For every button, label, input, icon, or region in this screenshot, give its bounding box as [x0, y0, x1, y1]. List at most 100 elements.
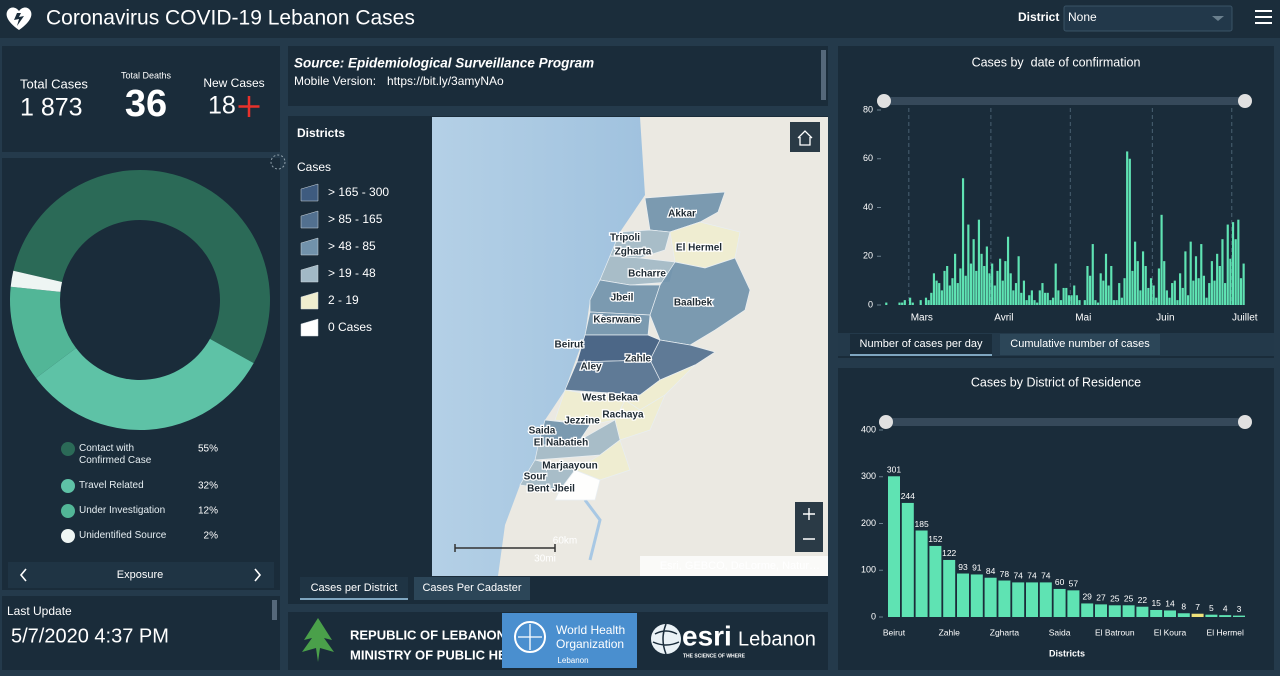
bar — [1081, 603, 1094, 617]
tab-active[interactable] — [300, 577, 408, 600]
prev-button[interactable] — [19, 568, 27, 582]
bar — [946, 266, 949, 305]
mobile-link[interactable]: https://bit.ly/3amyNAo — [387, 74, 504, 88]
increase-icon — [238, 96, 260, 117]
moph-line: MINISTRY OF PUBLIC HEALTH — [350, 647, 540, 662]
legend-label: Contact with Confirmed Case — [79, 443, 152, 466]
app-title: Coronavirus COVID-19 Lebanon Cases — [46, 7, 415, 30]
legend-swatch — [300, 237, 319, 256]
scale-bar — [454, 544, 556, 552]
bar — [1176, 300, 1179, 305]
legend-label: 0 Cases — [328, 320, 372, 334]
y-tick-label: 0 — [871, 611, 876, 621]
home-icon — [797, 130, 813, 146]
bar — [901, 302, 904, 305]
value-label: 15 — [1151, 598, 1161, 608]
bar — [911, 302, 914, 305]
district-label: Beirut — [555, 340, 585, 351]
bar — [1233, 615, 1245, 617]
bar — [983, 266, 986, 305]
district-label: Zgharta — [615, 247, 652, 258]
district-label: Bent Jbeil — [527, 484, 575, 495]
bar — [1104, 253, 1108, 305]
bar — [1122, 605, 1135, 617]
next-button[interactable] — [254, 568, 262, 582]
bar — [1067, 590, 1080, 617]
x-tick-label: Juillet — [1232, 313, 1258, 324]
bar — [959, 268, 962, 305]
value-label: 22 — [1138, 595, 1148, 605]
bar — [1218, 266, 1221, 305]
district-label: Baalbek — [674, 298, 713, 309]
slider-handle[interactable] — [877, 94, 891, 108]
slider-handle[interactable] — [879, 415, 893, 429]
bar — [1070, 295, 1073, 305]
bar — [1177, 613, 1190, 617]
bar — [888, 476, 900, 617]
slider-handle[interactable] — [1238, 94, 1252, 108]
bar — [956, 283, 959, 305]
menu-button[interactable] — [1255, 10, 1272, 24]
tab-active[interactable] — [850, 334, 992, 356]
select-value: None — [1068, 10, 1097, 24]
cedar — [302, 618, 334, 662]
legend-marker — [61, 442, 75, 456]
bar — [1173, 280, 1176, 305]
legend-marker — [61, 504, 75, 518]
y-tick-label: 400 — [861, 424, 876, 434]
x-tick-label: El Koura — [1154, 627, 1187, 637]
bar — [1075, 295, 1078, 305]
home-button[interactable] — [790, 122, 820, 152]
bar — [1221, 239, 1224, 305]
bar — [998, 580, 1011, 617]
bar — [1049, 300, 1052, 305]
bar — [1086, 266, 1089, 305]
bar — [1216, 253, 1219, 305]
bar — [1152, 285, 1155, 305]
stats-panel — [2, 46, 280, 152]
value-label: 25 — [1110, 594, 1120, 604]
bar — [1038, 290, 1041, 305]
bar — [1115, 300, 1118, 305]
bar — [1096, 302, 1100, 305]
map[interactable]: Akkar Tripoli Zgharta El Hermel Bcharre Jbeil… — [432, 117, 828, 576]
bar — [1168, 297, 1171, 305]
stat-label: New Cases — [203, 76, 264, 90]
bar — [1012, 290, 1015, 305]
bar — [901, 502, 914, 617]
bar — [1118, 283, 1121, 305]
bar — [1160, 214, 1163, 305]
bar — [1022, 280, 1026, 305]
slider-handle[interactable] — [1238, 415, 1252, 429]
who-emblem — [514, 621, 546, 653]
value-label: 8 — [1181, 602, 1186, 612]
value-label: 25 — [1124, 594, 1134, 604]
bar — [1120, 297, 1123, 305]
bar — [993, 285, 996, 305]
legend-swatch — [300, 318, 319, 337]
x-tick-label: El Hermel — [1207, 627, 1244, 637]
y-tick-label: 300 — [861, 471, 876, 481]
legend-value: 32% — [198, 481, 218, 492]
expand-button[interactable] — [270, 154, 286, 170]
x-tick-label: El Batroun — [1095, 627, 1135, 637]
attribution: Esri, GEBCO, DeLorme, Natur… — [660, 560, 820, 572]
bar — [1234, 239, 1237, 305]
menu-line — [1255, 16, 1272, 18]
legend-swatch — [300, 183, 319, 202]
district-label: Jezzine — [564, 416, 600, 427]
tab[interactable] — [414, 577, 530, 600]
bar — [1112, 300, 1116, 305]
bar — [1073, 285, 1076, 305]
bar — [1192, 280, 1195, 305]
x-tick-label: Juin — [1156, 313, 1174, 324]
bar — [1078, 300, 1081, 305]
tab[interactable] — [1000, 334, 1160, 355]
districts — [519, 191, 751, 501]
district-select[interactable] — [1063, 5, 1233, 32]
bar — [929, 545, 942, 617]
bar — [1083, 300, 1086, 305]
value-label: 3 — [1237, 604, 1242, 614]
bar — [1065, 287, 1068, 305]
